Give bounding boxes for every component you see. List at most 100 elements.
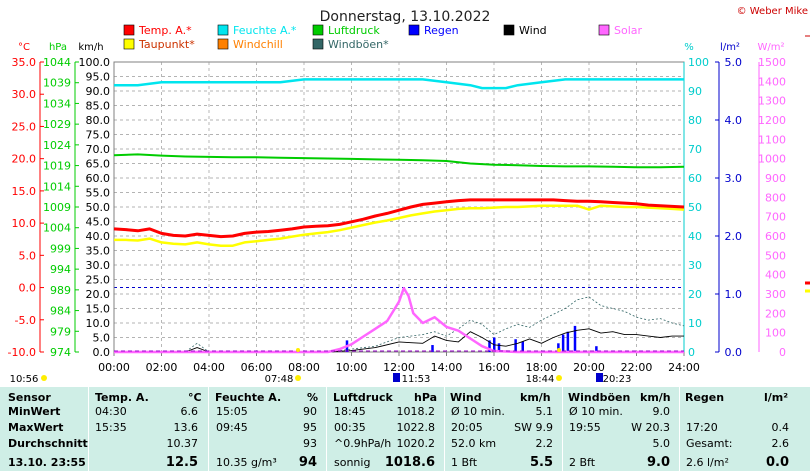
legend-label: Luftdruck bbox=[328, 24, 380, 37]
table-cell-wind-b: 5.1 bbox=[535, 405, 554, 418]
wind-tick-label: 60.0 bbox=[86, 172, 111, 185]
table-cell-temp-time: 04:30 bbox=[95, 405, 127, 418]
header-temp: Temp. A. bbox=[95, 391, 149, 404]
header-sensor: Sensor bbox=[8, 391, 51, 404]
header-rain-unit: l/m² bbox=[764, 391, 789, 404]
wind-axis-unit: km/h bbox=[78, 42, 103, 53]
table-cell-gust-b: 5.0 bbox=[652, 437, 671, 450]
temp-tick-label: 25.0 bbox=[12, 120, 37, 133]
table-cell-rain-a: 2.6 l/m² bbox=[686, 456, 729, 469]
legend-swatch bbox=[217, 38, 229, 50]
moonset-label: 10:56 bbox=[10, 374, 39, 385]
x-tick-label: 02:00 bbox=[146, 361, 178, 374]
table-cell-hum-time: 10.35 g/m³ bbox=[216, 456, 277, 469]
table-cell-press-time: sonnig bbox=[334, 456, 371, 469]
temp-tick-label: -5.0 bbox=[15, 314, 36, 327]
rain-bar bbox=[566, 331, 570, 352]
header-humidity: Feuchte A. bbox=[215, 391, 282, 404]
solar-tick-label: 900 bbox=[765, 172, 786, 185]
humidity-tick-label: 20 bbox=[688, 288, 702, 301]
sunset-dot bbox=[557, 348, 561, 352]
solar-axis-unit: W/m² bbox=[757, 42, 784, 53]
weather-chart: Donnerstag, 13.10.2022 © Weber Mike Temp… bbox=[8, 6, 810, 385]
legend-label: Regen bbox=[424, 24, 459, 37]
temp-tick-label: 15.0 bbox=[12, 185, 37, 198]
wind-tick-label: 20.0 bbox=[86, 288, 111, 301]
pressure-tick-label: 1014 bbox=[43, 180, 71, 193]
legend-label: Solar bbox=[614, 24, 643, 37]
solar-tick-label: 400 bbox=[765, 269, 786, 282]
table-cell-press-val: 1018.6 bbox=[384, 455, 435, 470]
sunrise-label: 07:48 bbox=[265, 374, 294, 385]
wind-tick-label: 10.0 bbox=[86, 317, 111, 330]
table-cell-wind-a: 52.0 km bbox=[451, 437, 497, 450]
wind-tick-label: 90.0 bbox=[86, 85, 111, 98]
table-cell-temp-val: 12.5 bbox=[165, 455, 198, 470]
rain-bar bbox=[497, 343, 501, 352]
table-cell-press-time: ^0.9hPa/h bbox=[334, 437, 392, 450]
table-cell-rain-b: 0.4 bbox=[771, 421, 790, 434]
table-cell-rain-b: 0.0 bbox=[765, 455, 789, 470]
pressure-tick-label: 999 bbox=[50, 242, 71, 255]
legend-swatch bbox=[503, 24, 515, 36]
wind-tick-label: 15.0 bbox=[86, 303, 111, 316]
table-cell-wind-b: SW 9.9 bbox=[514, 421, 553, 434]
table-cell-wind-a: 20:05 bbox=[451, 421, 483, 434]
sun-icon bbox=[41, 375, 47, 381]
legend-label: Feuchte A.* bbox=[233, 24, 297, 37]
chart-legend: Temp. A.* Feuchte A.* Luftdruck Regen Wind So… bbox=[123, 24, 643, 51]
pressure-tick-label: 974 bbox=[50, 346, 71, 359]
legend-swatch bbox=[217, 24, 229, 36]
rain-bar bbox=[573, 325, 577, 352]
header-pressure: Luftdruck bbox=[333, 391, 393, 404]
wind-tick-label: 85.0 bbox=[86, 100, 111, 113]
pressure-tick-label: 1039 bbox=[43, 77, 71, 90]
sun-icon bbox=[556, 375, 562, 381]
table-cell-press-time: 00:35 bbox=[334, 421, 366, 434]
rain-tick-label: 0.0 bbox=[725, 346, 743, 359]
rain-tick-label: 4.0 bbox=[725, 114, 743, 127]
wind-tick-label: 40.0 bbox=[86, 230, 111, 243]
x-tick-label: 06:00 bbox=[241, 361, 273, 374]
temperature-line bbox=[113, 198, 685, 239]
table-cell-rain-a: Gesamt: bbox=[686, 437, 733, 450]
wind-tick-label: 70.0 bbox=[86, 143, 111, 156]
humidity-tick-label: 60 bbox=[688, 172, 702, 185]
temp-axis-unit: °C bbox=[18, 42, 30, 53]
right-edge-stub bbox=[805, 35, 810, 293]
temp-tick-label: 35.0 bbox=[12, 56, 37, 69]
header-temp-unit: °C bbox=[188, 391, 202, 404]
wind-tick-label: 45.0 bbox=[86, 216, 111, 229]
header-gust: Windböen bbox=[568, 391, 631, 404]
rain-bar bbox=[595, 346, 598, 352]
moon-icon bbox=[596, 373, 603, 382]
table-cell-wind-b: 2.2 bbox=[535, 437, 554, 450]
sunrise-dot bbox=[296, 348, 300, 352]
table-cell-label: MinWert bbox=[8, 405, 61, 418]
header-humidity-unit: % bbox=[307, 391, 319, 404]
x-tick-label: 16:00 bbox=[478, 361, 510, 374]
rain-bar bbox=[514, 339, 517, 352]
pressure-line bbox=[113, 153, 685, 169]
rain-bar bbox=[561, 334, 565, 352]
table-cell-label: MaxWert bbox=[8, 421, 64, 434]
table-cell-hum-time: 15:05 bbox=[216, 405, 248, 418]
pressure-tick-label: 1004 bbox=[43, 222, 71, 235]
x-tick-label: 12:00 bbox=[383, 361, 415, 374]
solar-tick-label: 1400 bbox=[758, 75, 786, 88]
wind-tick-label: 95.0 bbox=[86, 71, 111, 84]
legend-swatch bbox=[408, 24, 420, 36]
table-cell-temp-val: 10.37 bbox=[166, 437, 199, 450]
pressure-tick-label: 1024 bbox=[43, 139, 71, 152]
solar-tick-label: 800 bbox=[765, 191, 786, 204]
wind-line bbox=[114, 328, 684, 353]
legend-swatch bbox=[598, 24, 610, 36]
solar-tick-label: 300 bbox=[765, 288, 786, 301]
statistics-table: Sensor Temp. A. °C Feuchte A. % Luftdruc… bbox=[0, 387, 810, 471]
humidity-tick-label: 40 bbox=[688, 230, 702, 243]
rain-tick-label: 1.0 bbox=[725, 288, 743, 301]
humidity-tick-label: 80 bbox=[688, 114, 702, 127]
legend-swatch bbox=[312, 24, 324, 36]
time-markers: 10:56 07:48 11:53 18:44 20:23 bbox=[10, 348, 631, 385]
solar-tick-label: 200 bbox=[765, 307, 786, 320]
